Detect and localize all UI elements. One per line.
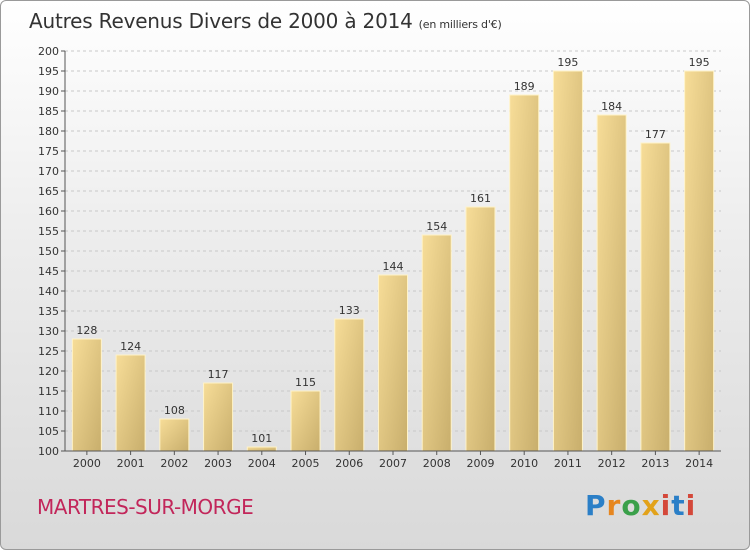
y-tick-label: 170	[38, 165, 59, 178]
y-tick-label: 100	[38, 445, 59, 458]
x-tick-label: 2007	[379, 457, 407, 470]
y-tick-label: 145	[38, 265, 59, 278]
y-tick-label: 110	[38, 405, 59, 418]
bar-2005	[290, 390, 321, 452]
logo-letter: P	[585, 489, 607, 522]
x-tick-label: 2014	[685, 457, 713, 470]
x-tick-label: 2011	[554, 457, 582, 470]
bar-2009	[465, 206, 496, 452]
y-tick-label: 155	[38, 225, 59, 238]
x-tick-label: 2005	[292, 457, 320, 470]
x-tick-label: 2003	[204, 457, 232, 470]
bars: 128 124 108 117 101 115 133 144 154 161 189 195 184 1…	[71, 56, 715, 452]
bar-2006	[334, 318, 365, 452]
bar-2012	[596, 114, 627, 452]
y-tick-label: 115	[38, 385, 59, 398]
x-tick-label: 2008	[423, 457, 451, 470]
bar-2007	[378, 274, 408, 452]
bar-2003	[203, 382, 234, 452]
bar-2000	[71, 338, 102, 452]
y-tick-label: 180	[38, 125, 59, 138]
bar-2002	[159, 418, 190, 452]
x-tick-label: 2009	[466, 457, 494, 470]
chart-unit: (en milliers d'€)	[418, 18, 502, 31]
chart-title: Autres Revenus Divers de 2000 à 2014 (en …	[29, 9, 502, 33]
logo-letter: i	[660, 489, 672, 522]
bar-value-label: 189	[514, 80, 535, 93]
chart-title-text: Autres Revenus Divers de 2000 à 2014	[29, 9, 413, 33]
y-tick-label: 185	[38, 105, 59, 118]
proxiti-logo: Proxiti	[585, 489, 696, 522]
bar-value-label: 133	[339, 304, 360, 317]
bar-value-label: 154	[426, 220, 447, 233]
y-tick-label: 165	[38, 185, 59, 198]
bar-2014	[684, 70, 715, 452]
bar-2010	[509, 94, 540, 452]
y-tick-label: 200	[38, 45, 59, 58]
y-tick-label: 190	[38, 85, 59, 98]
x-tick-label: 2006	[335, 457, 363, 470]
y-tick-label: 195	[38, 65, 59, 78]
y-tick-label: 160	[38, 205, 59, 218]
bar-value-label: 195	[557, 56, 578, 69]
y-tick-label: 135	[38, 305, 59, 318]
bar-2004	[246, 446, 277, 452]
logo-letter: t	[671, 489, 686, 522]
bar-value-label: 195	[689, 56, 710, 69]
x-tick-label: 2013	[641, 457, 669, 470]
bar-value-label: 101	[251, 432, 272, 445]
y-tick-label: 175	[38, 145, 59, 158]
logo-letter: o	[621, 489, 642, 522]
bar-value-label: 128	[76, 324, 97, 337]
bar-value-label: 108	[164, 404, 185, 417]
bar-value-label: 177	[645, 128, 666, 141]
y-tick-label: 125	[38, 345, 59, 358]
bar-value-label: 117	[208, 368, 229, 381]
y-tick-label: 120	[38, 365, 59, 378]
bar-value-label: 115	[295, 376, 316, 389]
bar-2011	[552, 70, 583, 452]
axes: 100 105 110 115 120 125 130 135 140 145 150 155 160 1…	[38, 45, 721, 470]
x-tick-label: 2002	[160, 457, 188, 470]
x-tick-label: 2010	[510, 457, 538, 470]
commune-name: MARTRES-SUR-MORGE	[37, 495, 254, 519]
logo-letter: r	[606, 489, 622, 522]
x-tick-label: 2001	[117, 457, 145, 470]
bar-value-label: 184	[601, 100, 622, 113]
y-tick-label: 105	[38, 425, 59, 438]
bar-value-label: 144	[383, 260, 404, 273]
logo-letter: x	[641, 489, 661, 522]
bar-2013	[640, 142, 671, 452]
bar-value-label: 124	[120, 340, 141, 353]
y-tick-label: 130	[38, 325, 59, 338]
x-tick-label: 2004	[248, 457, 276, 470]
bar-2008	[421, 234, 452, 452]
bar-value-label: 161	[470, 192, 491, 205]
y-tick-label: 140	[38, 285, 59, 298]
x-tick-label: 2012	[598, 457, 626, 470]
x-tick-label: 2000	[73, 457, 101, 470]
logo-letter: i	[685, 489, 697, 522]
y-tick-label: 150	[38, 245, 59, 258]
bar-2001	[115, 354, 146, 452]
